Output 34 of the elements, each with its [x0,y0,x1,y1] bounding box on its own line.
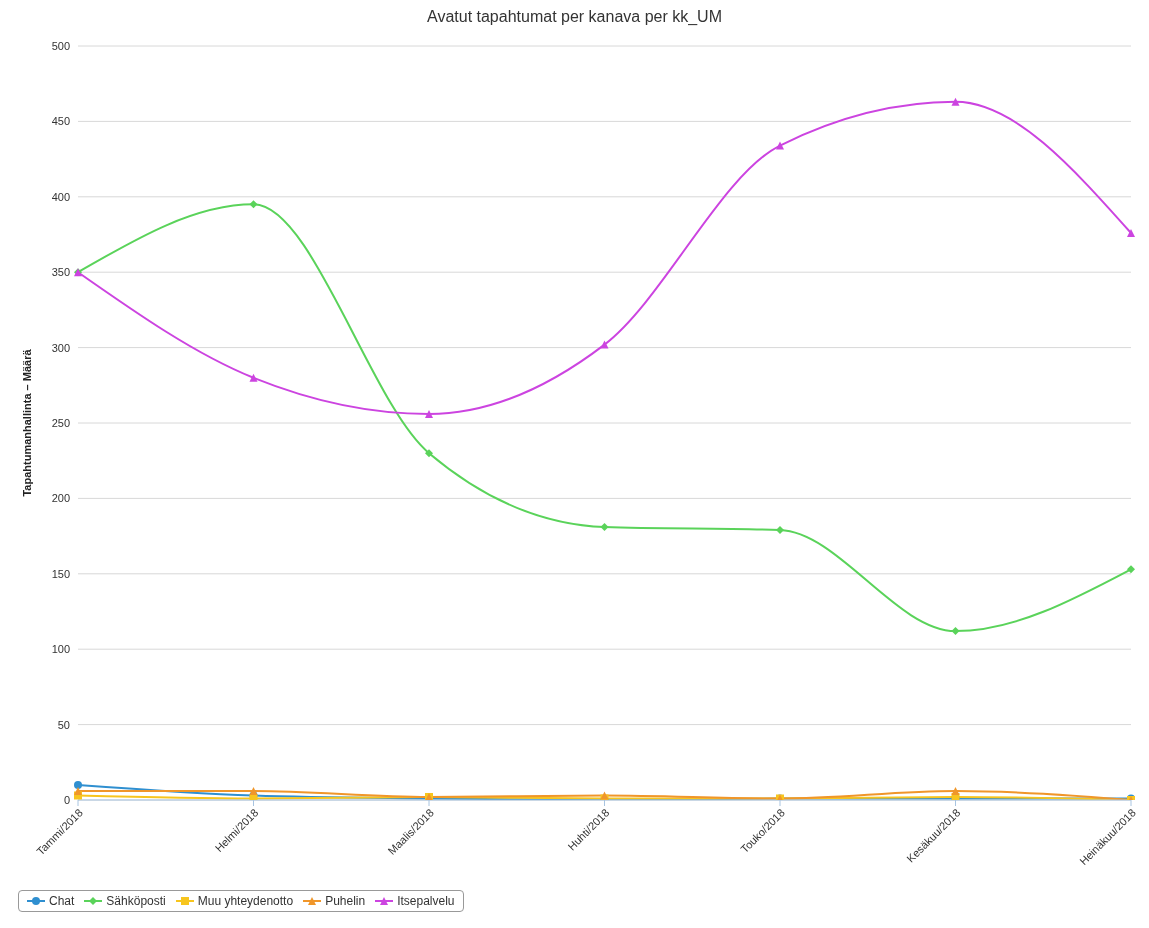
point [74,780,82,789]
legend-label: Muu yhteydenotto [196,894,294,908]
point [776,141,784,150]
legend-label: Itsepalvelu [396,894,455,908]
y-tick-label: 450 [51,115,70,128]
y-tick-label: 100 [51,643,70,656]
y-tick-label: 350 [51,266,70,279]
point [249,200,258,209]
point [1127,228,1135,237]
y-tick-label: 0 [63,793,70,806]
y-tick-label: 400 [51,190,70,203]
point [951,627,960,636]
y-tick-label: 150 [51,567,70,580]
point [74,786,82,795]
point [425,409,433,418]
point [951,97,960,106]
point [600,523,609,532]
point [776,526,784,535]
y-tick-label: 50 [57,718,70,731]
legend-label: Puhelin [324,894,366,908]
y-tick-label: 500 [51,39,70,52]
chart-title: Avatut tapahtumat per kanava per kk_UM [426,8,723,27]
point [1127,565,1135,574]
point [249,373,258,382]
point [600,340,609,349]
point [425,449,433,458]
y-axis-title: Tapahtumanhallinta – Määrä [20,348,33,497]
point [249,786,258,795]
y-tick-label: 250 [51,416,70,429]
legend-label: Chat [48,894,75,908]
y-tick-label: 300 [51,341,70,354]
legend-label: Sähköposti [105,894,166,908]
y-tick-label: 200 [51,492,70,505]
point [951,786,960,795]
